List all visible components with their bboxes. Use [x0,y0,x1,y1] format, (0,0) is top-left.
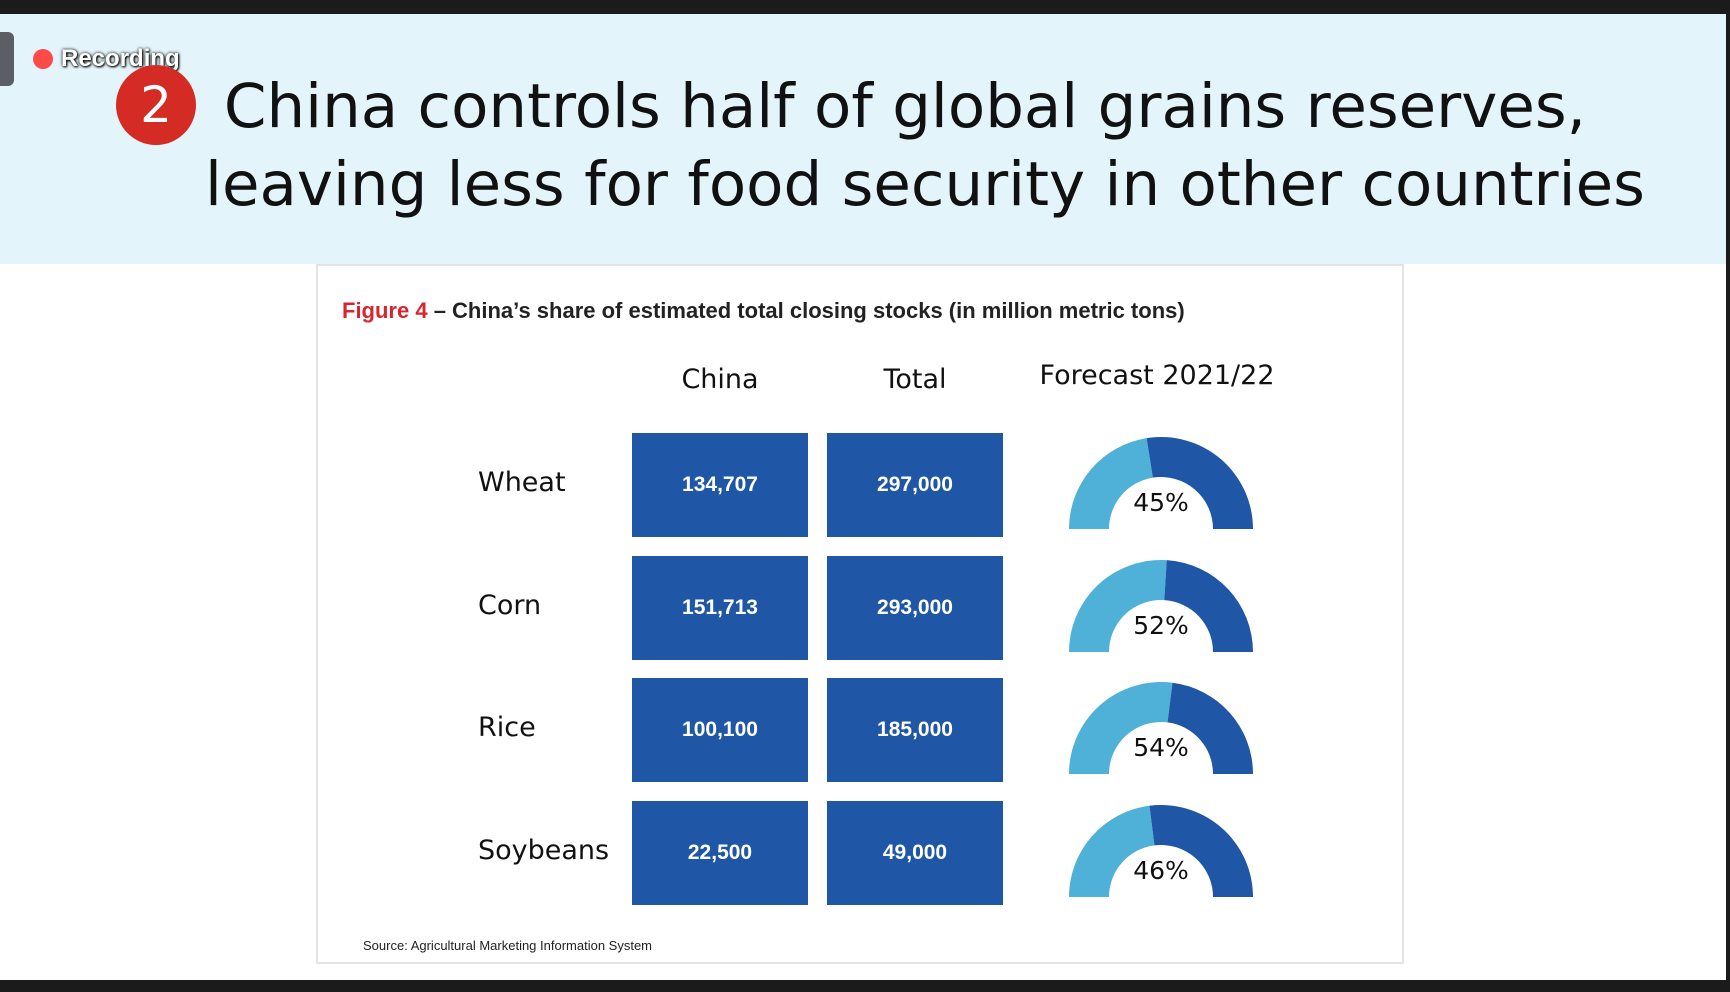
forecast-gauge [1069,805,1253,897]
gauge-remainder-arc [1167,682,1253,774]
figure-number: Figure 4 [342,298,428,323]
row-label-wheat: Wheat [478,467,566,498]
row-label-corn: Corn [478,590,542,621]
gauge-china-share-arc [1069,805,1155,897]
recording-dot-icon [33,49,53,69]
total-value-cell: 49,000 [827,801,1003,905]
forecast-percent-label: 52% [1133,611,1189,640]
slide-title: China controls half of global grains res… [205,68,1645,224]
total-value-cell: 297,000 [827,433,1003,537]
forecast-gauge [1069,437,1253,529]
figure-caption-text: – China’s share of estimated total closi… [427,298,1185,323]
gauge-remainder-arc [1164,560,1253,652]
slide-title-line-2: leaving less for food security in other … [205,149,1645,220]
forecast-percent-label: 46% [1133,856,1189,885]
china-value-cell: 134,707 [632,433,808,537]
china-value-cell: 151,713 [632,556,808,660]
forecast-percent-label: 45% [1133,488,1189,517]
slide-title-line-1: China controls half of global grains res… [223,71,1587,142]
total-value-cell: 185,000 [827,678,1003,782]
forecast-gauge [1069,560,1253,652]
column-header-forecast: Forecast 2021/22 [1039,360,1275,391]
column-header-china: China [681,364,759,395]
row-label-rice: Rice [478,712,536,743]
gauge-remainder-arc [1146,437,1253,529]
gauge-china-share-arc [1069,438,1153,529]
top-window-edge [0,0,1730,14]
slide-number-badge: 2 [116,65,196,145]
row-label-soybeans: Soybeans [478,835,610,866]
gauge-china-share-arc [1069,560,1167,652]
china-value-cell: 22,500 [632,801,808,905]
side-panel-handle[interactable] [0,32,14,86]
figure-caption: Figure 4 – China’s share of estimated to… [342,298,1185,324]
title-banner [0,14,1730,264]
figure-source: Source: Agricultural Marketing Informati… [363,938,653,953]
gauge-remainder-arc [1149,805,1253,897]
china-value-cell: 100,100 [632,678,808,782]
column-header-total: Total [883,364,947,395]
bottom-window-edge [0,980,1730,992]
forecast-gauge [1069,682,1253,774]
forecast-percent-label: 54% [1133,733,1189,762]
total-value-cell: 293,000 [827,556,1003,660]
right-window-edge [1726,0,1730,992]
gauge-china-share-arc [1069,682,1173,774]
